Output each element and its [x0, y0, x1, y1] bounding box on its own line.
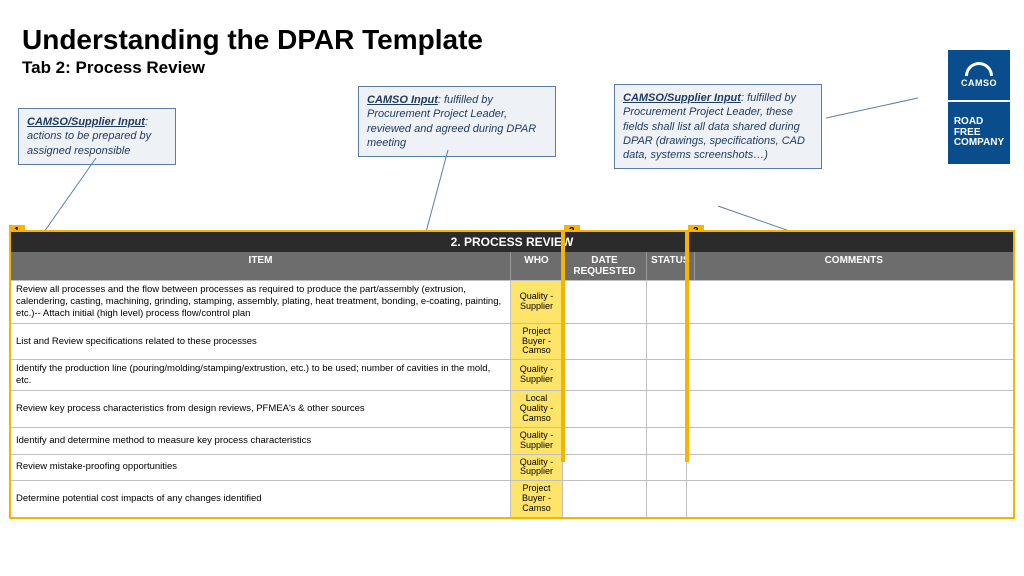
- callout-supplier-input-right: CAMSO/Supplier Input: fulfilled by Procu…: [614, 84, 822, 169]
- table-row: Identify and determine method to measure…: [11, 427, 1013, 454]
- cell-comments: [687, 480, 1013, 517]
- table-header-row: ITEM WHO DATE REQUESTED STATUS COMMENTS: [11, 252, 1013, 280]
- cell-status: [647, 359, 687, 390]
- group-divider-1: [561, 230, 565, 462]
- page-subtitle: Tab 2: Process Review: [22, 58, 205, 78]
- cell-item: Identify the production line (pouring/mo…: [11, 359, 511, 390]
- camso-logo-text: CAMSO: [961, 78, 997, 88]
- group-divider-2: [685, 230, 689, 462]
- cell-comments: [687, 454, 1013, 481]
- table-row: Review mistake-proofing opportunitiesQua…: [11, 454, 1013, 481]
- callout-heading: CAMSO/Supplier Input: [623, 92, 741, 104]
- cell-date: [563, 359, 647, 390]
- cell-comments: [687, 323, 1013, 360]
- col-header-comments: COMMENTS: [695, 252, 1013, 280]
- logo-stack: CAMSO ROAD FREE COMPANY: [948, 50, 1010, 166]
- table-row: Review key process characteristics from …: [11, 390, 1013, 427]
- cell-who: Quality - Supplier: [511, 454, 563, 481]
- callout-heading: CAMSO/Supplier Input: [27, 116, 145, 128]
- road-free-company-logo: ROAD FREE COMPANY: [948, 102, 1010, 164]
- cell-date: [563, 454, 647, 481]
- cell-status: [647, 323, 687, 360]
- cell-date: [563, 390, 647, 427]
- cell-who: Quality - Supplier: [511, 427, 563, 454]
- cell-date: [563, 323, 647, 360]
- page-title: Understanding the DPAR Template: [22, 24, 483, 56]
- cell-status: [647, 390, 687, 427]
- col-header-item: ITEM: [11, 252, 511, 280]
- cell-item: Identify and determine method to measure…: [11, 427, 511, 454]
- table-row: List and Review specifications related t…: [11, 323, 1013, 360]
- cell-item: Determine potential cost impacts of any …: [11, 480, 511, 517]
- cell-item: Review all processes and the flow betwee…: [11, 280, 511, 323]
- cell-status: [647, 480, 687, 517]
- cell-comments: [687, 427, 1013, 454]
- col-header-who: WHO: [511, 252, 563, 280]
- cell-who: Quality - Supplier: [511, 280, 563, 323]
- cell-item: List and Review specifications related t…: [11, 323, 511, 360]
- cell-comments: [687, 280, 1013, 323]
- table-section-title: 2. PROCESS REVIEW: [11, 232, 1013, 252]
- col-header-date: DATE REQUESTED: [563, 252, 647, 280]
- camso-logo: CAMSO: [948, 50, 1010, 100]
- cell-date: [563, 280, 647, 323]
- cell-comments: [687, 390, 1013, 427]
- cell-status: [647, 427, 687, 454]
- callout-heading: CAMSO Input: [367, 94, 438, 106]
- table-row: Review all processes and the flow betwee…: [11, 280, 1013, 323]
- cell-date: [563, 427, 647, 454]
- cell-who: Project Buyer - Camso: [511, 323, 563, 360]
- cell-comments: [687, 359, 1013, 390]
- callout-camso-input: CAMSO Input: fulfilled by Procurement Pr…: [358, 86, 556, 157]
- cell-who: Local Quality - Camso: [511, 390, 563, 427]
- cell-item: Review mistake-proofing opportunities: [11, 454, 511, 481]
- cell-date: [563, 480, 647, 517]
- cell-item: Review key process characteristics from …: [11, 390, 511, 427]
- callout-supplier-input-left: CAMSO/Supplier Input: actions to be prep…: [18, 108, 176, 165]
- process-review-table: 2. PROCESS REVIEW ITEM WHO DATE REQUESTE…: [9, 230, 1015, 519]
- rfc-line3: COMPANY: [954, 138, 1004, 149]
- cell-status: [647, 280, 687, 323]
- table-row: Determine potential cost impacts of any …: [11, 480, 1013, 517]
- cell-status: [647, 454, 687, 481]
- table-body: Review all processes and the flow betwee…: [11, 280, 1013, 517]
- table-row: Identify the production line (pouring/mo…: [11, 359, 1013, 390]
- cell-who: Quality - Supplier: [511, 359, 563, 390]
- cell-who: Project Buyer - Camso: [511, 480, 563, 517]
- arc-icon: [965, 62, 993, 76]
